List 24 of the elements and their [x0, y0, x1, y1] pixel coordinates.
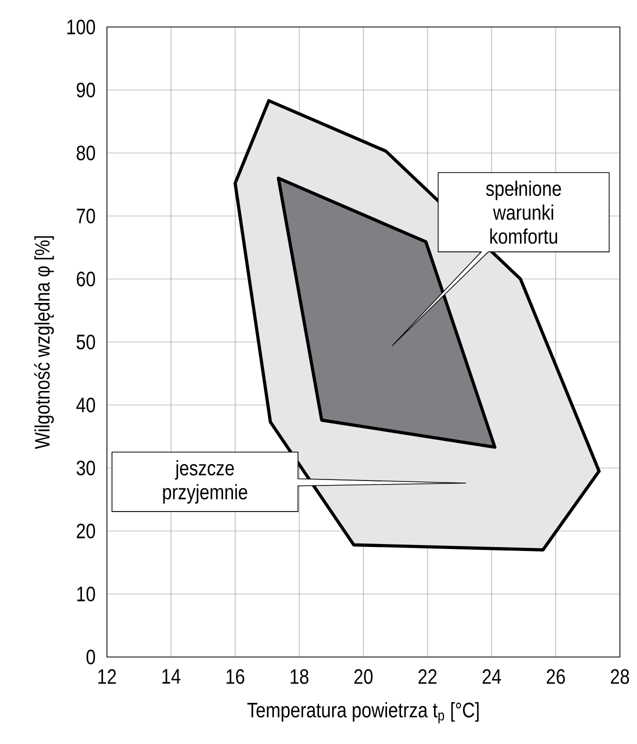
y-tick-label: 60	[76, 272, 96, 286]
x-tick-label: 18	[290, 669, 308, 684]
y-tick-label: 30	[76, 460, 96, 476]
x-tick-label: 12	[98, 669, 116, 684]
annotation: spełnione warunki komfortu	[486, 180, 562, 244]
y-tick-label: 90	[76, 82, 96, 98]
y-tick-label: 70	[76, 208, 96, 224]
x-tick-label: 14	[162, 669, 180, 684]
x-tick-label: 20	[354, 669, 373, 684]
y-tick-label: 10	[77, 586, 96, 602]
y-tick-label: 40	[76, 398, 96, 412]
y-axis-title: Wilgotność względna φ [%]	[34, 236, 54, 449]
x-axis-title: Temperatura powietrza t$_{p}$ [°C]	[247, 702, 479, 724]
y-tick-label: 50	[76, 334, 96, 350]
x-tick-label: 16	[226, 669, 244, 684]
y-tick-label: 100	[67, 20, 96, 34]
y-tick-label: 80	[76, 146, 96, 160]
x-tick-label: 24	[482, 669, 502, 684]
x-tick-label: 28	[610, 669, 630, 684]
y-tick-label: 20	[76, 524, 96, 538]
annotation: jeszcze przyjemnie	[163, 460, 248, 504]
x-tick-label: 22	[418, 669, 437, 684]
y-tick-label: 0	[86, 650, 96, 664]
x-tick-label: 26	[546, 669, 565, 684]
